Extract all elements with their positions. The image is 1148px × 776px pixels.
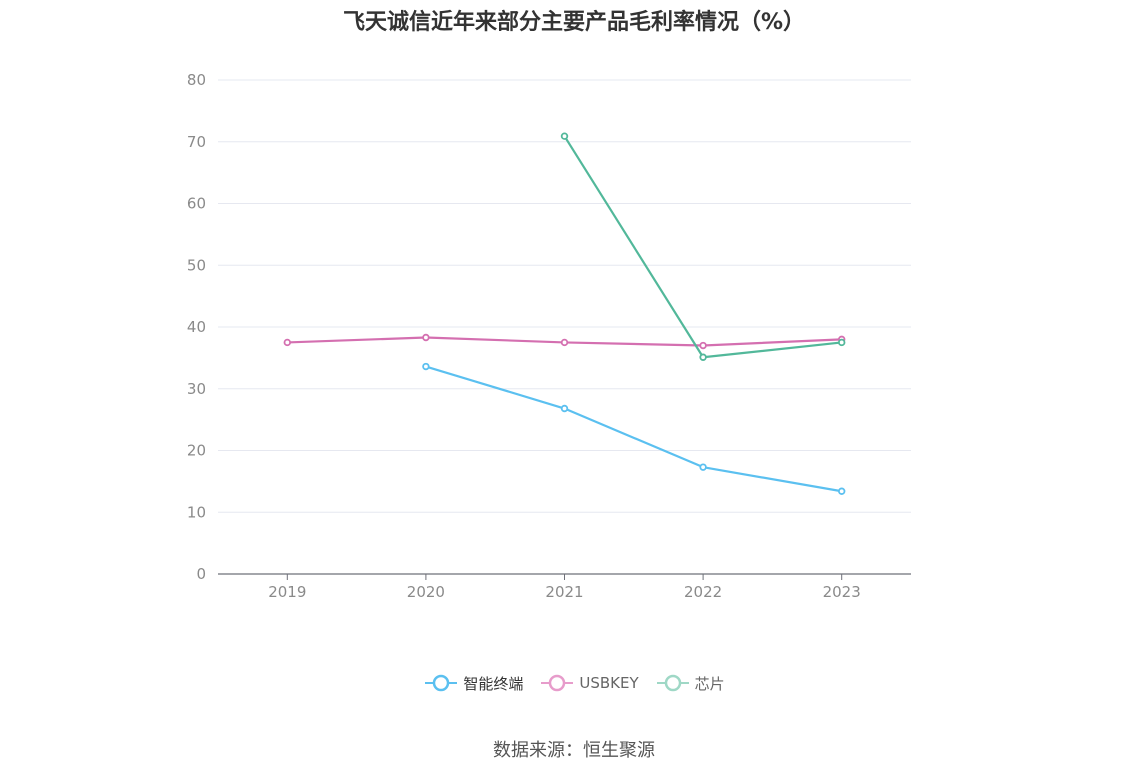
x-tick-label: 2023 xyxy=(823,583,861,601)
y-tick-label: 50 xyxy=(187,256,206,274)
data-point-2[interactable] xyxy=(560,132,569,140)
y-tick-label: 40 xyxy=(187,318,206,336)
y-tick-label: 60 xyxy=(187,195,206,213)
x-tick-label: 2022 xyxy=(684,583,722,601)
legend-label-usbkey: USBKEY xyxy=(579,674,639,692)
gridlines xyxy=(218,79,911,513)
y-tick-label: 0 xyxy=(196,565,206,583)
data-point-0[interactable] xyxy=(838,487,846,495)
y-tick-label: 80 xyxy=(187,71,206,89)
legend: 智能终端 USBKEY 芯片 xyxy=(0,672,1148,694)
series-line-2 xyxy=(563,135,842,359)
source-note: 数据来源：恒生聚源 xyxy=(493,740,655,761)
series-line-0 xyxy=(425,365,842,493)
series-lines xyxy=(287,135,842,493)
data-point-2[interactable] xyxy=(699,353,707,361)
data-point-0[interactable] xyxy=(422,362,430,371)
data-points xyxy=(283,132,846,495)
legend-item-smart-terminal[interactable]: 智能终端 xyxy=(423,672,523,694)
legend-marker-usbkey xyxy=(541,674,574,692)
y-tick-label: 70 xyxy=(187,133,206,151)
data-point-1[interactable] xyxy=(699,341,707,350)
legend-item-chip[interactable]: 芯片 xyxy=(655,672,725,694)
y-tick-label: 10 xyxy=(187,503,206,521)
data-point-2[interactable] xyxy=(838,338,846,347)
axes: 0 10 20 30 40 50 60 70 80 2019 2020 2021 2022 2023 xyxy=(187,71,911,601)
legend-label-chip: 芯片 xyxy=(694,674,725,693)
y-tick-label: 30 xyxy=(187,380,206,398)
legend-item-usbkey[interactable]: USBKEY xyxy=(539,672,639,694)
x-tick-label: 2020 xyxy=(407,583,445,601)
data-point-0[interactable] xyxy=(560,404,569,413)
y-tick-label: 20 xyxy=(187,442,206,460)
chart-title: 飞天诚信近年来部分主要产品毛利率情况（%） xyxy=(342,10,806,35)
legend-marker-smart-terminal xyxy=(425,674,458,692)
legend-label-smart-terminal: 智能终端 xyxy=(463,674,524,693)
x-tick-label: 2021 xyxy=(545,583,583,601)
legend-marker-chip xyxy=(656,674,689,692)
data-point-1[interactable] xyxy=(560,338,569,347)
data-point-1[interactable] xyxy=(422,333,430,342)
data-point-0[interactable] xyxy=(699,463,707,471)
data-point-1[interactable] xyxy=(283,338,291,347)
x-tick-label: 2019 xyxy=(268,583,306,601)
